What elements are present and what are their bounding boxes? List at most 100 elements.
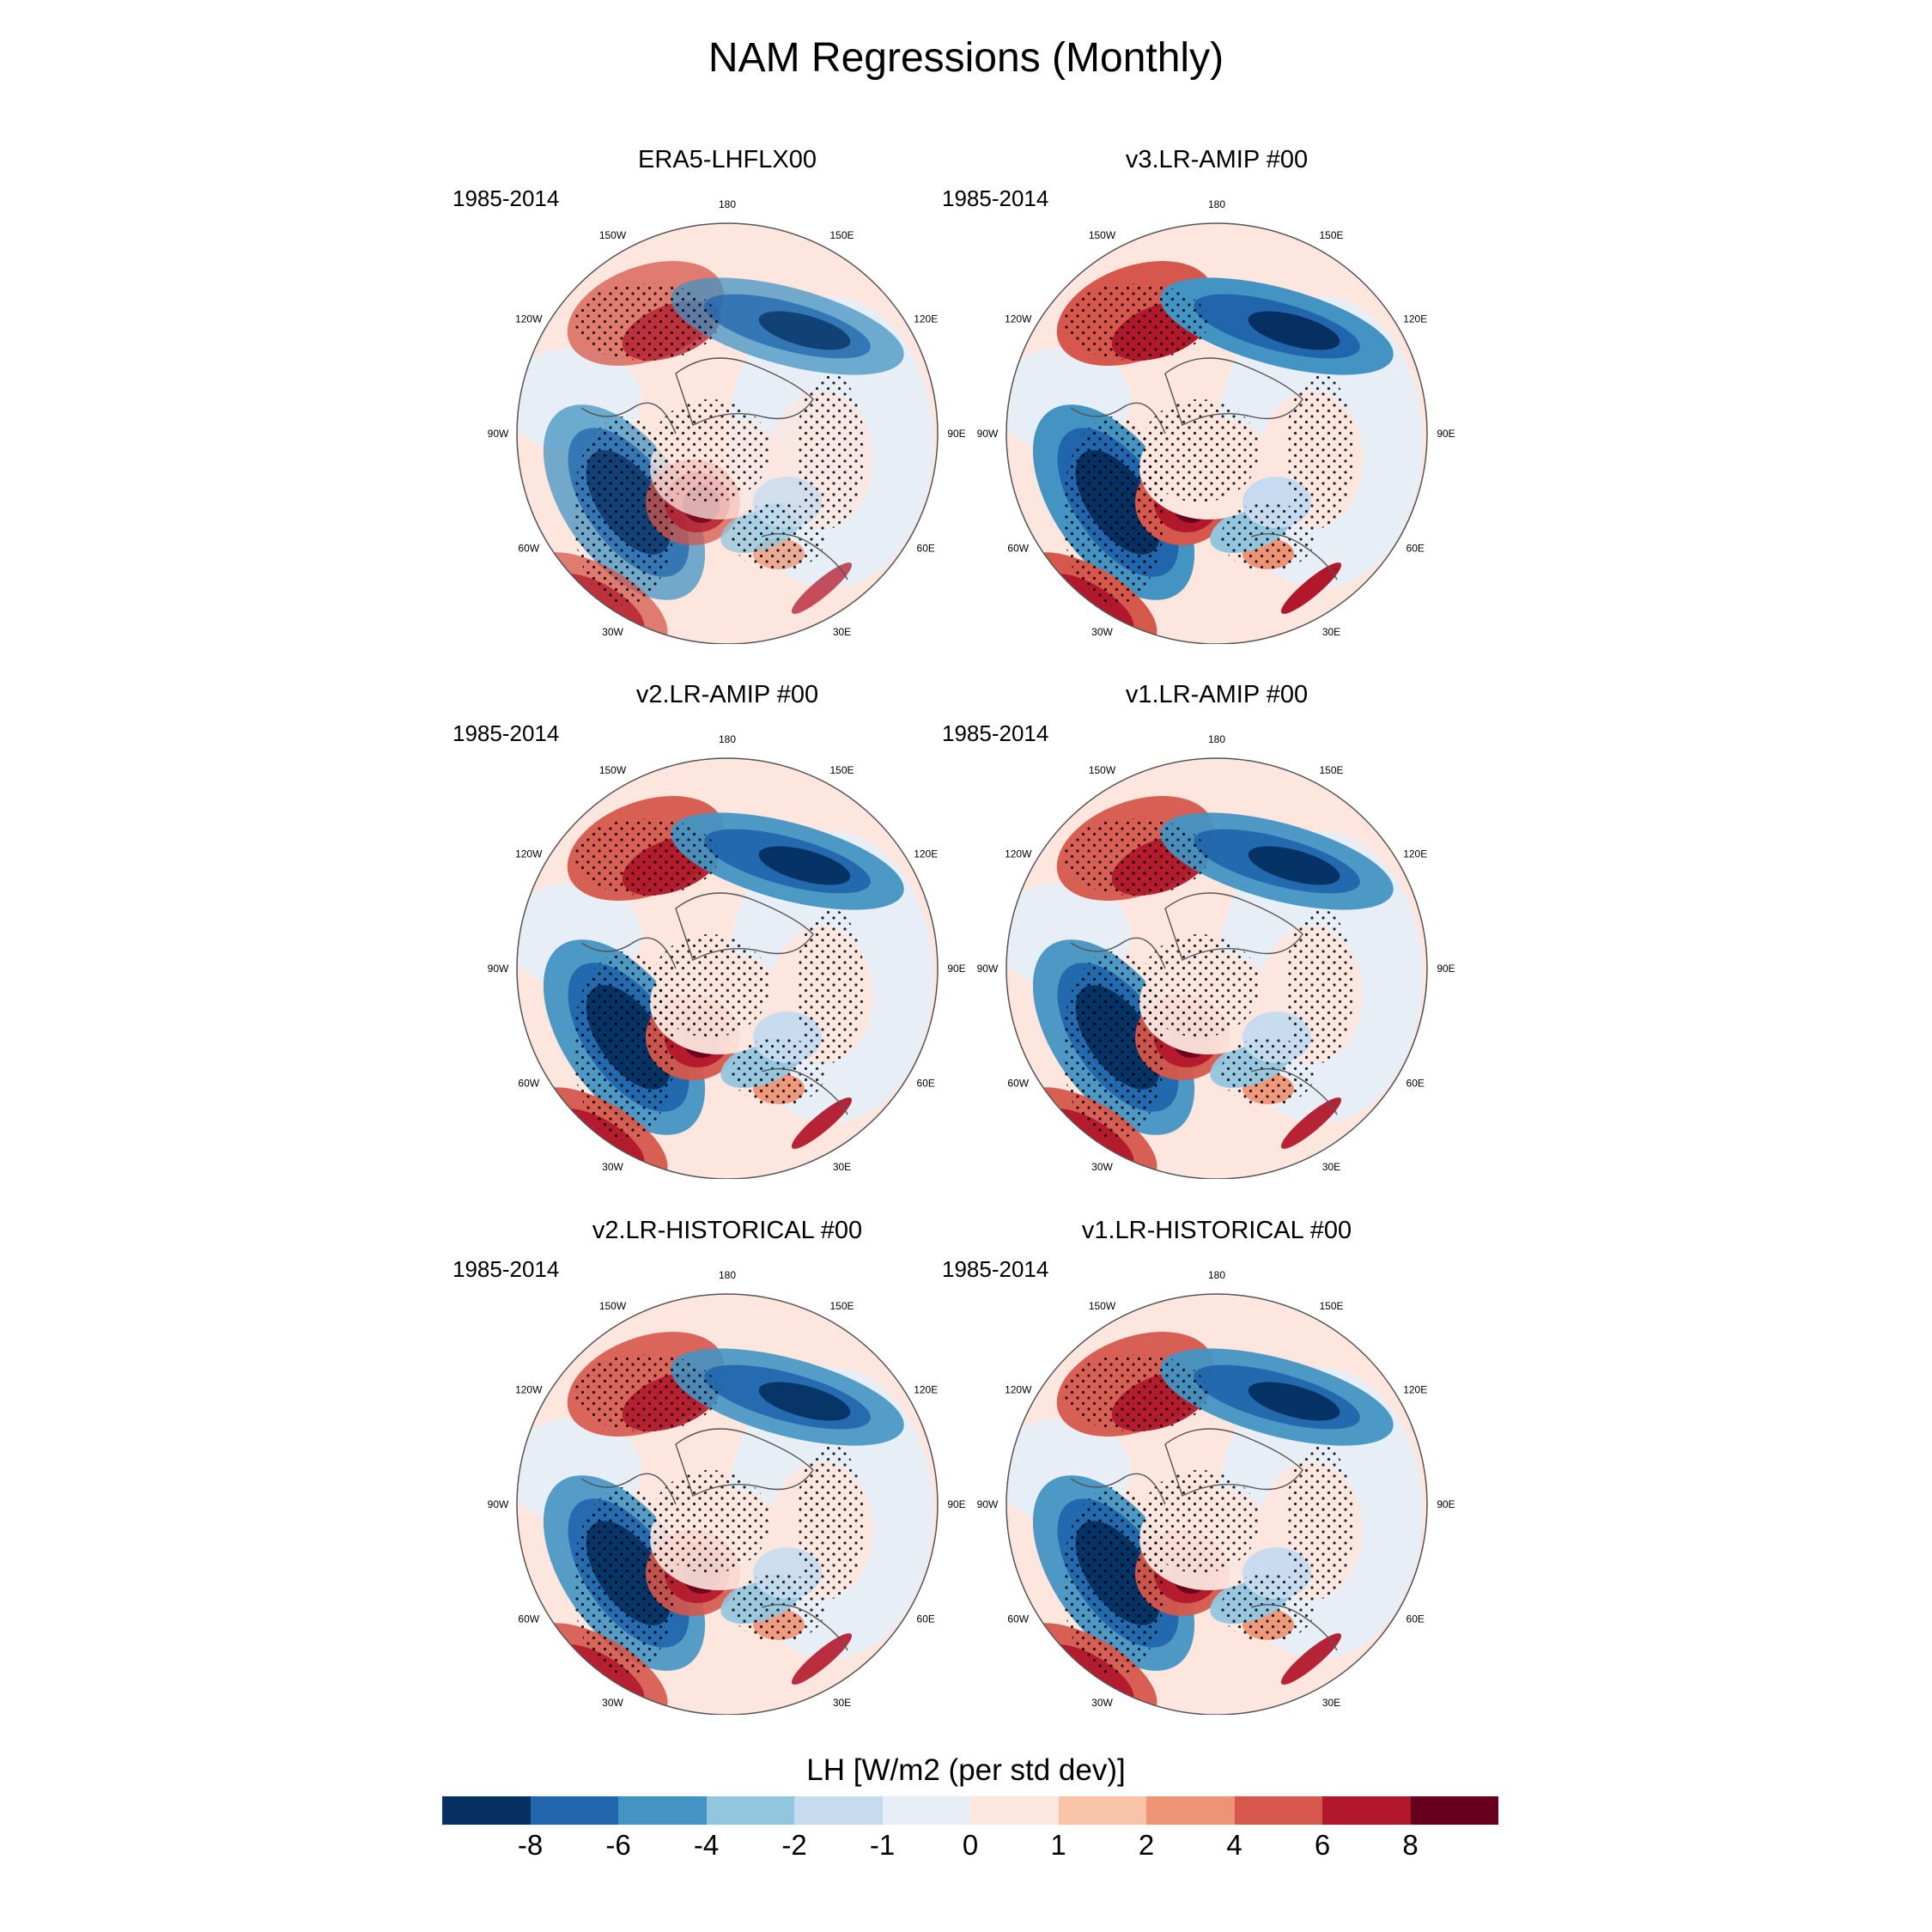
- panel-title: v2.LR-AMIP #00: [635, 681, 819, 708]
- colorbar-tick-label: 4: [1226, 1829, 1242, 1861]
- longitude-label: 30E: [833, 1697, 851, 1709]
- longitude-label: 150E: [829, 1300, 854, 1312]
- longitude-label: 120W: [515, 313, 543, 325]
- longitude-label: 30E: [833, 1161, 851, 1173]
- polar-map: 180150E120E90E60E30E030W60W90W120W150W: [488, 733, 966, 1179]
- longitude-label: 60E: [917, 1078, 935, 1090]
- longitude-label: 150W: [1089, 229, 1116, 241]
- colorbar-tick-label: -2: [781, 1829, 807, 1861]
- field-layer: [1006, 758, 1427, 1179]
- longitude-label: 30E: [1322, 1697, 1340, 1709]
- colorbar-tick-label: -1: [869, 1829, 896, 1861]
- longitude-label: 150E: [1319, 1300, 1343, 1312]
- colorbar-tick-label: 6: [1314, 1829, 1331, 1861]
- panel-title: v1.LR-AMIP #00: [1125, 681, 1309, 708]
- colorbar-tick-label: -6: [605, 1829, 631, 1861]
- longitude-label: 90E: [947, 1498, 965, 1510]
- longitude-label: 120E: [1403, 848, 1427, 860]
- colorbar-tick-label: 0: [962, 1829, 979, 1861]
- colorbar-segment: [1410, 1796, 1498, 1825]
- longitude-label: 150W: [599, 764, 627, 776]
- panel-period: 1985-2014: [453, 1256, 560, 1282]
- longitude-label: 90W: [488, 1498, 509, 1510]
- polar-map: 180150E120E90E60E30E030W60W90W120W150W: [977, 1269, 1455, 1715]
- map-panel-era5: ERA5-LHFLX00 1985-2014 180 150E 120E 90E 60E…: [418, 146, 1036, 644]
- longitude-label: 60E: [917, 1613, 935, 1625]
- longitude-label: 150E: [1319, 229, 1343, 241]
- longitude-label: 150W: [1089, 1300, 1116, 1312]
- longitude-label: 90E: [947, 428, 965, 440]
- longitude-label: 30W: [602, 1697, 623, 1709]
- longitude-label: 150W: [599, 229, 627, 241]
- longitude-label: 90W: [488, 428, 509, 440]
- colorbar-segment: [1322, 1796, 1411, 1825]
- longitude-label: 90W: [977, 1498, 999, 1510]
- colorbar-segment: [970, 1796, 1059, 1825]
- longitude-label: 30W: [1091, 1161, 1113, 1173]
- longitude-label: 90W: [977, 428, 999, 440]
- longitude-label: 150E: [829, 764, 854, 776]
- colorbar-segment: [794, 1796, 883, 1825]
- longitude-label: 90E: [1437, 428, 1455, 440]
- longitude-label: 120W: [1005, 313, 1032, 325]
- field-layer: [1006, 1294, 1427, 1715]
- longitude-label: 30E: [1322, 1161, 1340, 1173]
- longitude-label: 30W: [1091, 626, 1113, 638]
- longitude-label: 120W: [1005, 848, 1032, 860]
- colorbar-tick-label: -4: [693, 1829, 720, 1861]
- longitude-label: 180: [719, 733, 736, 745]
- panel-title: ERA5-LHFLX00: [638, 146, 817, 173]
- panel-period: 1985-2014: [942, 1256, 1049, 1282]
- polar-map: 180150E120E90E60E30E030W60W90W120W150W: [488, 1269, 966, 1715]
- colorbar-title: LH [W/m2 (per std dev)]: [806, 1753, 1126, 1787]
- longitude-label: 60E: [1406, 1613, 1425, 1625]
- field-layer: [517, 758, 938, 1179]
- colorbar-segment: [1234, 1796, 1322, 1825]
- field-layer: [1006, 223, 1427, 644]
- longitude-label: 30E: [833, 626, 851, 638]
- map-panel-v1-amip: v1.LR-AMIP #00 1985-2014 180 150E 120E 90E 6…: [908, 681, 1526, 1179]
- longitude-label: 90W: [488, 963, 509, 975]
- colorbar-tick-label: -8: [517, 1829, 544, 1861]
- longitude-label: 150E: [1319, 764, 1343, 776]
- colorbar-segment: [530, 1796, 618, 1825]
- longitude-label: 120E: [1403, 313, 1427, 325]
- figure-title: NAM Regressions (Monthly): [708, 35, 1224, 81]
- longitude-label: 150W: [1089, 764, 1116, 776]
- longitude-label: 90E: [947, 963, 965, 975]
- longitude-label: 120W: [515, 848, 543, 860]
- colorbar-segment: [618, 1796, 707, 1825]
- longitude-label: 120E: [914, 848, 938, 860]
- longitude-label: 180: [1208, 1269, 1225, 1281]
- longitude-label: 60E: [917, 543, 935, 555]
- longitude-label: 180: [719, 1269, 736, 1281]
- longitude-label: 60W: [1007, 1078, 1029, 1090]
- longitude-label: 30W: [1091, 1697, 1113, 1709]
- longitude-label: 30W: [602, 1161, 623, 1173]
- polar-map: 180150E120E90E60E30E030W60W90W120W150W: [977, 733, 1455, 1179]
- polar-map: 180150E120E90E60E30E030W60W90W120W150W: [977, 198, 1455, 644]
- colorbar-tick-label: 1: [1050, 1829, 1066, 1861]
- longitude-label: 90E: [1437, 1498, 1455, 1510]
- longitude-label: 30W: [602, 626, 623, 638]
- longitude-label: 120E: [914, 313, 938, 325]
- longitude-label: 150E: [829, 229, 854, 241]
- colorbar-segment: [882, 1796, 970, 1825]
- colorbar-tick-label: 8: [1402, 1829, 1419, 1861]
- panel-period: 1985-2014: [453, 720, 560, 746]
- longitude-label: 180: [1208, 198, 1225, 210]
- colorbar-segment: [706, 1796, 794, 1825]
- longitude-label: 60E: [1406, 543, 1425, 555]
- colorbar-tick-label: 2: [1138, 1829, 1155, 1861]
- longitude-label: 90W: [977, 963, 999, 975]
- longitude-label: 30E: [1322, 626, 1340, 638]
- map-panel-v1-historical: v1.LR-HISTORICAL #00 1985-2014 180 150E 12…: [908, 1217, 1526, 1715]
- colorbar: [442, 1796, 1498, 1825]
- longitude-label: 120W: [515, 1384, 543, 1396]
- field-layer: [517, 223, 938, 644]
- panel-title: v3.LR-AMIP #00: [1125, 146, 1309, 173]
- longitude-label: 120E: [914, 1384, 938, 1396]
- panel-period: 1985-2014: [453, 185, 560, 211]
- panel-period: 1985-2014: [942, 185, 1049, 211]
- longitude-label: 60W: [518, 543, 539, 555]
